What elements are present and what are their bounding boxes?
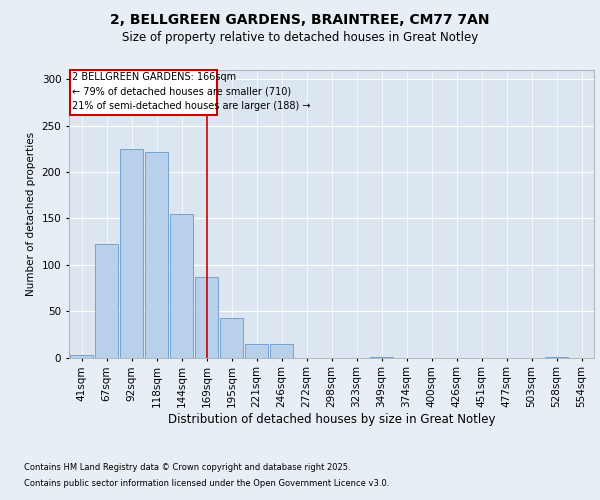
Y-axis label: Number of detached properties: Number of detached properties: [26, 132, 36, 296]
Bar: [270, 344, 293, 357]
Text: Size of property relative to detached houses in Great Notley: Size of property relative to detached ho…: [122, 31, 478, 44]
Bar: [245, 344, 268, 357]
Text: Contains public sector information licensed under the Open Government Licence v3: Contains public sector information licen…: [24, 479, 389, 488]
Bar: [220, 318, 243, 358]
Bar: [120, 149, 143, 358]
Bar: [145, 152, 168, 358]
Text: ← 79% of detached houses are smaller (710): ← 79% of detached houses are smaller (71…: [72, 86, 292, 96]
Bar: [170, 214, 193, 358]
Text: 2, BELLGREEN GARDENS, BRAINTREE, CM77 7AN: 2, BELLGREEN GARDENS, BRAINTREE, CM77 7A…: [110, 12, 490, 26]
FancyBboxPatch shape: [70, 70, 217, 114]
Bar: [370, 356, 393, 358]
Bar: [70, 354, 93, 358]
Bar: [95, 244, 118, 358]
Bar: [195, 277, 218, 357]
Text: Contains HM Land Registry data © Crown copyright and database right 2025.: Contains HM Land Registry data © Crown c…: [24, 462, 350, 471]
X-axis label: Distribution of detached houses by size in Great Notley: Distribution of detached houses by size …: [168, 413, 495, 426]
Text: 21% of semi-detached houses are larger (188) →: 21% of semi-detached houses are larger (…: [72, 100, 311, 110]
Bar: [545, 356, 568, 358]
Text: 2 BELLGREEN GARDENS: 166sqm: 2 BELLGREEN GARDENS: 166sqm: [72, 72, 236, 82]
